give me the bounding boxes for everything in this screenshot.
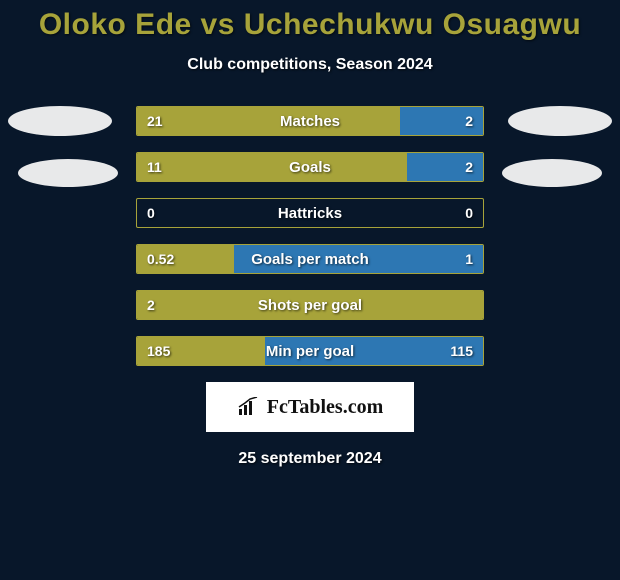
avatar-placeholder-right-1 <box>508 106 612 136</box>
stat-bar: 0.521Goals per match <box>136 244 484 274</box>
stat-label: Hattricks <box>137 199 483 227</box>
avatar-placeholder-left-1 <box>8 106 112 136</box>
avatar-placeholder-right-2 <box>502 159 602 187</box>
page-title: Oloko Ede vs Uchechukwu Osuagwu <box>0 0 620 42</box>
stat-bar: 00Hattricks <box>136 198 484 228</box>
player2-name: Uchechukwu Osuagwu <box>244 8 581 41</box>
stat-bar: 2Shots per goal <box>136 290 484 320</box>
stat-label: Min per goal <box>137 337 483 365</box>
avatar-placeholder-left-2 <box>18 159 118 187</box>
stat-bar: 185115Min per goal <box>136 336 484 366</box>
stat-bar: 112Goals <box>136 152 484 182</box>
vs-separator: vs <box>192 8 244 41</box>
stat-bar: 212Matches <box>136 106 484 136</box>
subtitle: Club competitions, Season 2024 <box>0 56 620 74</box>
stat-label: Shots per goal <box>137 291 483 319</box>
logo-box: FcTables.com <box>206 382 414 432</box>
stat-label: Matches <box>137 107 483 135</box>
chart-icon <box>237 397 261 417</box>
stat-label: Goals <box>137 153 483 181</box>
stat-label: Goals per match <box>137 245 483 273</box>
date: 25 september 2024 <box>0 450 620 468</box>
logo-text: FcTables.com <box>267 396 383 419</box>
bars-container: 212Matches 112Goals 00Hattricks 0.521Goals … <box>136 106 484 366</box>
player1-name: Oloko Ede <box>39 8 192 41</box>
comparison-chart: 212Matches 112Goals 00Hattricks 0.521Goals … <box>0 106 620 366</box>
